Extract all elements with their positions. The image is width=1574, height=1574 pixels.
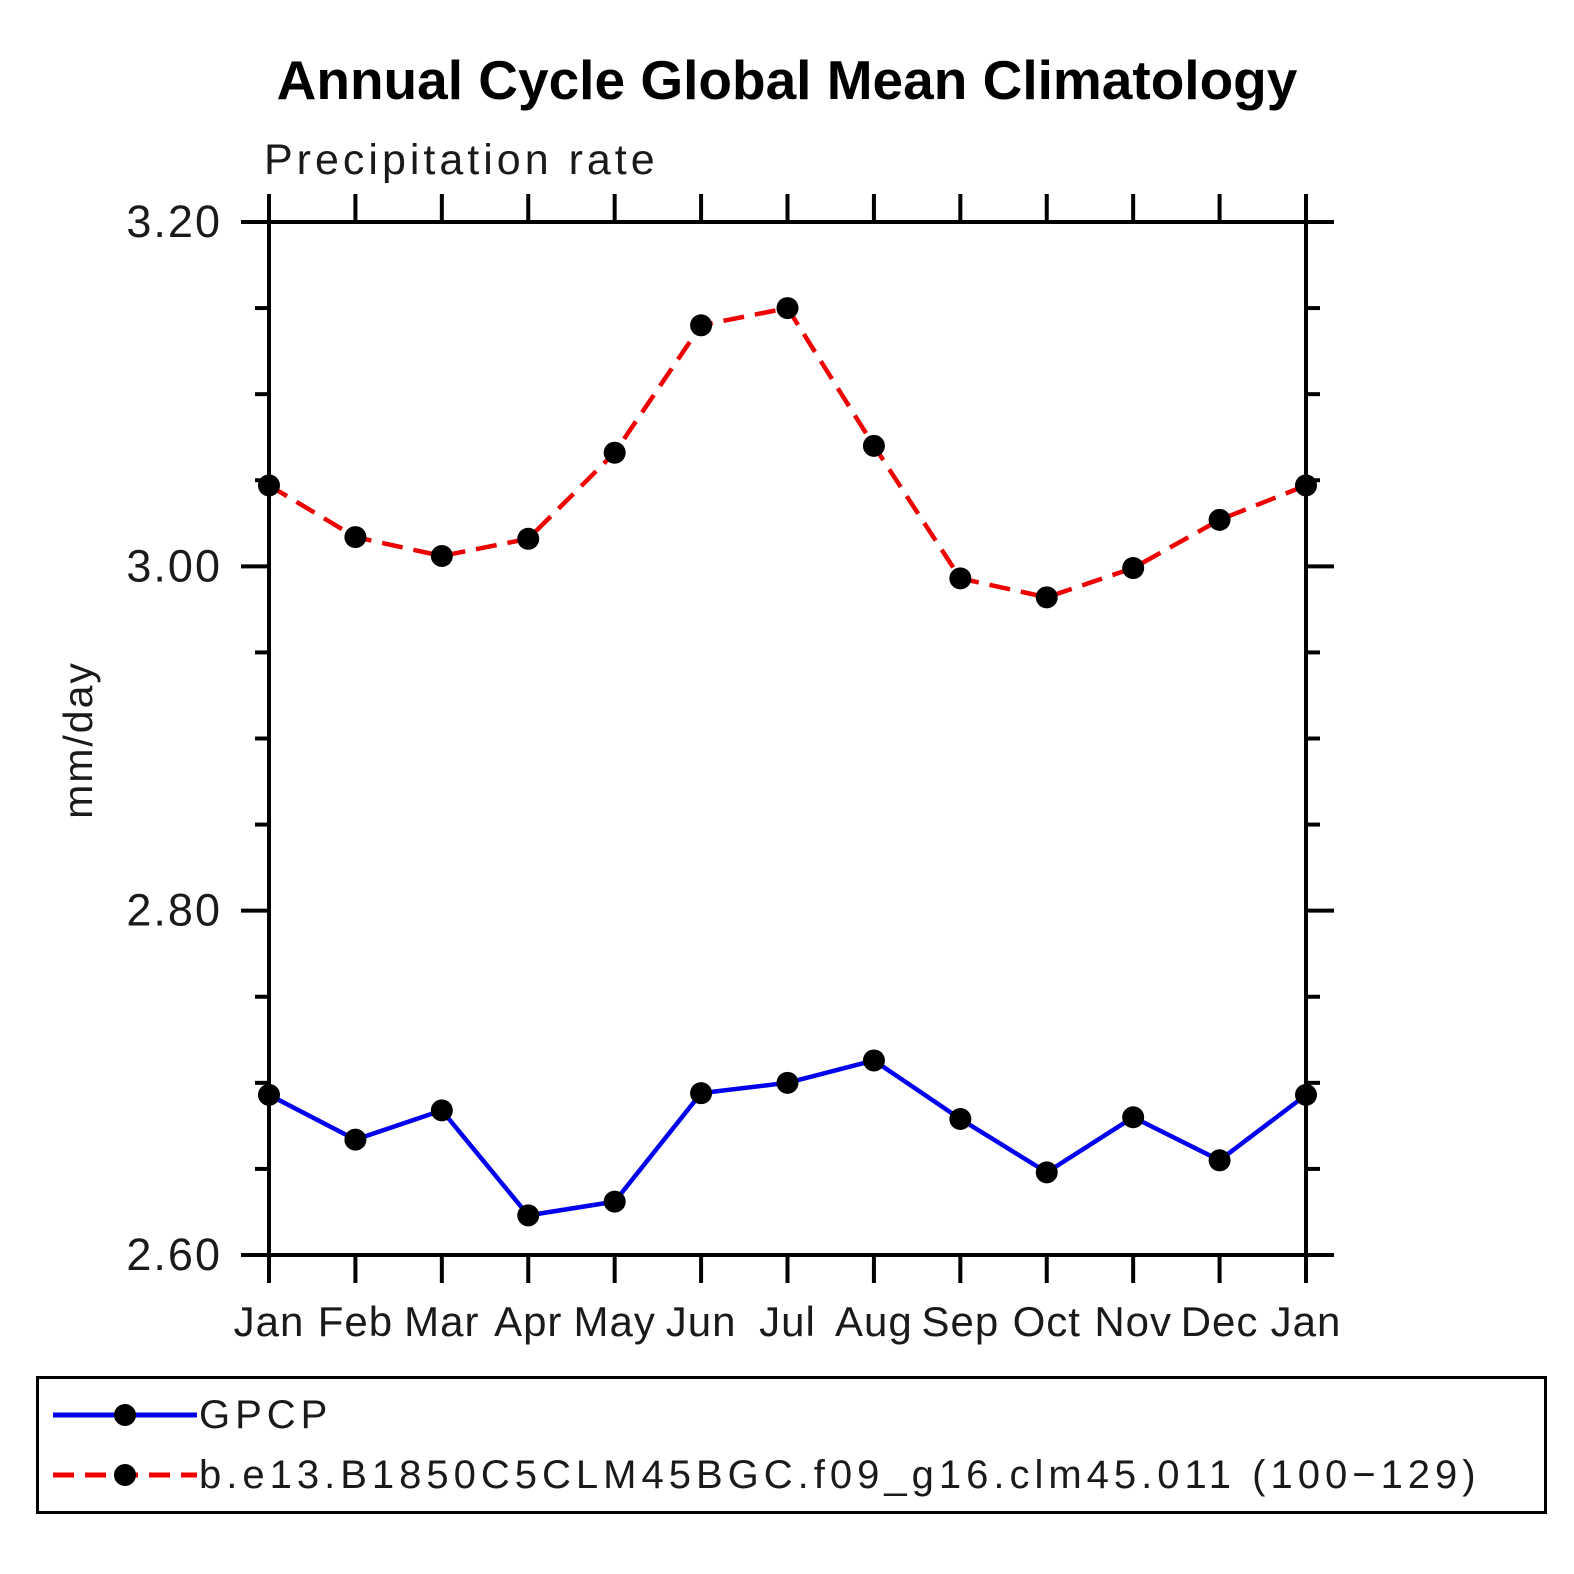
x-axis-tick-label: Nov [1094, 1298, 1172, 1345]
data-point-gpcp [862, 1049, 885, 1072]
y-axis-tick-label: 2.80 [126, 885, 222, 936]
series-line-model-b-e13 [267, 305, 1307, 600]
x-axis-tick-label: May [573, 1298, 655, 1345]
marker-dot-icon [114, 1464, 136, 1486]
y-axis-tick-label: 3.20 [126, 196, 222, 247]
legend-label-model: b.e13.B1850C5CLM45BGC.f09_g16.clm45.011 … [199, 1452, 1481, 1497]
data-point-gpcp [603, 1190, 626, 1213]
legend-label-gpcp: GPCP [199, 1392, 333, 1437]
data-point-gpcp [776, 1071, 799, 1094]
data-point-model-b-e13 [776, 297, 799, 320]
data-point-gpcp [1122, 1106, 1145, 1129]
x-axis-tick-label: Dec [1181, 1298, 1259, 1345]
data-point-model-b-e13 [949, 567, 972, 590]
data-point-model-b-e13 [603, 441, 626, 464]
data-point-model-b-e13 [862, 434, 885, 457]
data-point-gpcp [1035, 1161, 1058, 1184]
x-axis-tick-label: Mar [404, 1298, 479, 1345]
x-axis-tick-label: Jan [1271, 1298, 1342, 1345]
data-point-gpcp [430, 1099, 453, 1122]
legend-item-gpcp: GPCP [47, 1390, 1540, 1440]
y-axis-title: mm/day [55, 661, 101, 819]
chart-title: Annual Cycle Global Mean Climatology [276, 49, 1298, 111]
data-point-gpcp [344, 1128, 367, 1151]
x-axis-tick-label: Sep [921, 1298, 999, 1345]
legend-box: GPCP b.e13.B1850C5CLM45BGC.f09_g16.clm45… [36, 1376, 1547, 1514]
data-point-gpcp [949, 1107, 972, 1130]
marker-dot-icon [114, 1404, 136, 1426]
x-axis-tick-label: Oct [1013, 1298, 1081, 1345]
data-point-gpcp [690, 1082, 713, 1105]
legend-item-model: b.e13.B1850C5CLM45BGC.f09_g16.clm45.011 … [47, 1450, 1540, 1500]
plot-area: Jan Feb Mar Apr May Jun Jul Aug Sep Oct Nov Dec Jan 3… [55, 194, 1342, 1345]
data-point-model-b-e13 [258, 474, 280, 497]
data-point-model-b-e13 [344, 526, 367, 549]
data-point-gpcp [1295, 1083, 1317, 1106]
data-point-gpcp [258, 1083, 280, 1106]
x-axis-tick-label: Jan [234, 1298, 305, 1345]
y-axis-tick-label: 3.00 [126, 540, 222, 591]
x-axis-tick-label: Jun [666, 1298, 737, 1345]
data-point-model-b-e13 [1035, 586, 1058, 609]
data-point-model-b-e13 [1208, 508, 1231, 531]
chart-subtitle: Precipitation rate [264, 136, 659, 184]
data-point-model-b-e13 [517, 527, 540, 550]
x-axis-tick-label: Aug [835, 1298, 913, 1345]
x-axis-tick-label: Feb [318, 1298, 393, 1345]
y-axis-tick-label: 2.60 [126, 1229, 222, 1280]
data-point-gpcp [1208, 1149, 1231, 1172]
model-line-swatch [53, 1464, 197, 1486]
data-point-model-b-e13 [1122, 557, 1145, 580]
gpcp-line-swatch [53, 1404, 197, 1426]
data-point-gpcp [517, 1204, 540, 1227]
data-point-model-b-e13 [1295, 474, 1317, 497]
data-point-model-b-e13 [430, 545, 453, 568]
x-axis-tick-label: Jul [759, 1298, 816, 1345]
data-point-model-b-e13 [690, 314, 713, 337]
x-axis-tick-label: Apr [494, 1298, 562, 1345]
